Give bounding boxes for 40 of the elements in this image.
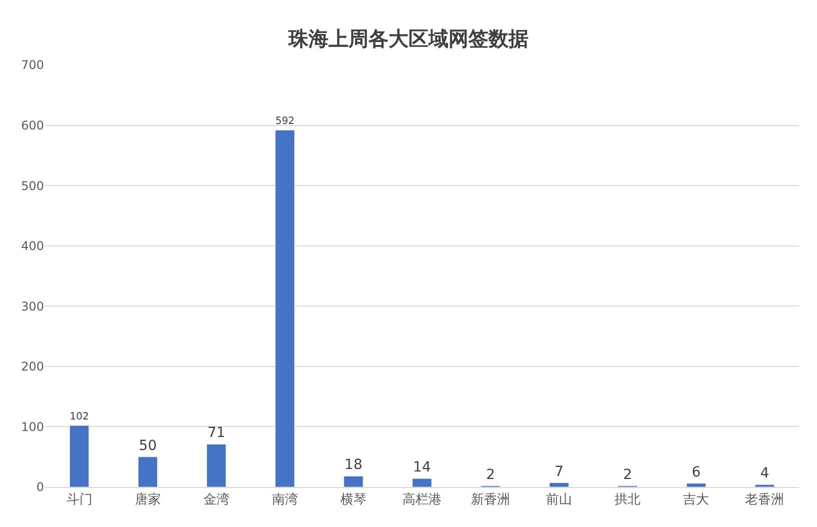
x-tick-label: 横琴 xyxy=(340,492,366,508)
data-label: 14 xyxy=(413,460,431,476)
bar xyxy=(686,483,706,487)
data-label: 6 xyxy=(692,464,701,480)
data-label: 50 xyxy=(138,438,157,454)
x-tick-label: 老香洲 xyxy=(745,492,784,508)
y-tick-label: 700 xyxy=(21,58,44,72)
data-label: 102 xyxy=(70,412,89,423)
data-label: 4 xyxy=(760,466,770,482)
x-tick-label: 金湾 xyxy=(203,492,230,508)
data-label: 71 xyxy=(207,425,226,442)
data-label: 2 xyxy=(486,466,496,483)
data-label: 592 xyxy=(275,116,295,128)
x-tick-label: 前山 xyxy=(546,492,572,508)
y-tick-label: 100 xyxy=(21,420,44,434)
x-tick-label: 吉大 xyxy=(683,492,710,508)
y-tick-label: 300 xyxy=(21,299,44,314)
x-tick-label: 新香洲 xyxy=(471,492,510,508)
bar xyxy=(206,444,226,487)
data-label: 18 xyxy=(344,457,362,474)
bar xyxy=(344,476,364,487)
y-tick-label: 400 xyxy=(21,239,44,254)
chart-title: 珠海上周各大区域网签数据 xyxy=(288,28,528,51)
x-tick-label: 南湾 xyxy=(272,492,298,508)
data-label: 7 xyxy=(554,464,564,480)
y-tick-label: 200 xyxy=(21,360,44,374)
bar xyxy=(549,482,569,487)
bar xyxy=(275,130,295,487)
y-tick-label: 500 xyxy=(21,178,44,193)
bar xyxy=(69,425,90,487)
bar xyxy=(138,456,158,487)
bar xyxy=(412,478,432,487)
bar xyxy=(754,484,775,487)
x-tick-label: 唐家 xyxy=(134,492,161,508)
y-tick-label: 600 xyxy=(21,118,44,132)
x-tick-label: 斗门 xyxy=(66,492,92,508)
y-tick-label: 0 xyxy=(36,480,44,494)
x-tick-label: 高栏港 xyxy=(402,492,442,508)
data-label: 2 xyxy=(623,466,632,483)
x-tick-label: 拱北 xyxy=(614,492,641,508)
